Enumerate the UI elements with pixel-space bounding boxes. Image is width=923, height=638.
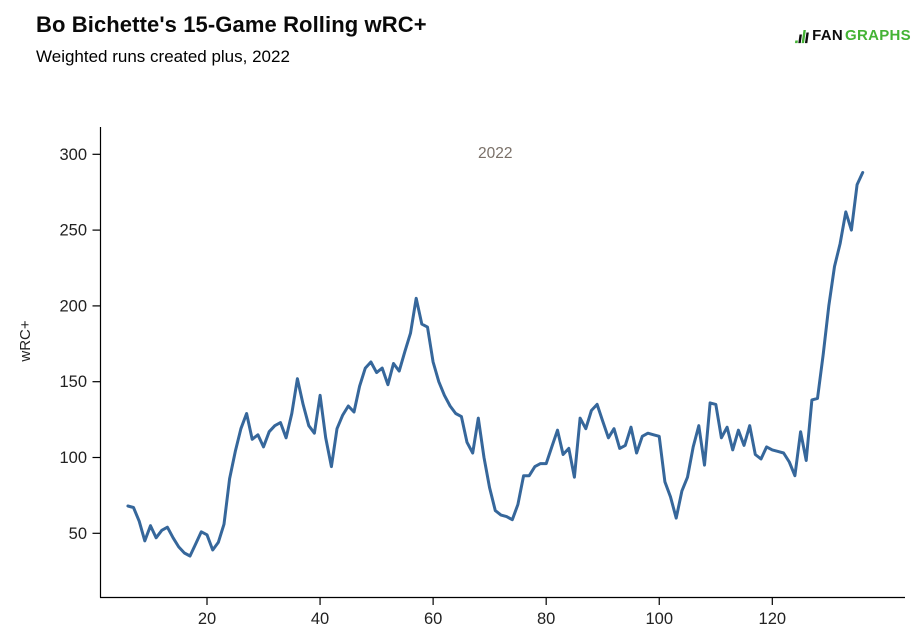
y-tick-label: 250 bbox=[59, 222, 87, 240]
fangraphs-logo-graphs: GRAPHS bbox=[845, 27, 911, 44]
fangraphs-logo: FAN GRAPHS bbox=[794, 27, 911, 44]
wrc-data-line bbox=[126, 171, 865, 558]
y-tick-label: 150 bbox=[59, 373, 87, 391]
y-tick-label: 50 bbox=[69, 525, 87, 543]
x-tick-label: 120 bbox=[759, 610, 787, 628]
y-tick-label: 200 bbox=[59, 297, 87, 315]
x-tick-label: 20 bbox=[198, 610, 216, 628]
y-tick-label: 100 bbox=[59, 449, 87, 467]
x-tick-label: 100 bbox=[645, 610, 673, 628]
x-tick-label: 80 bbox=[537, 610, 555, 628]
y-axis-title: wRC+ bbox=[17, 320, 34, 362]
series-year-label: 2022 bbox=[478, 145, 512, 162]
chart-title: Bo Bichette's 15-Game Rolling wRC+ bbox=[36, 12, 427, 37]
chart-subtitle: Weighted runs created plus, 2022 bbox=[36, 47, 290, 66]
x-tick-label: 60 bbox=[424, 610, 442, 628]
x-tick-label: 40 bbox=[311, 610, 329, 628]
fangraphs-logo-icon bbox=[795, 30, 809, 44]
fangraphs-logo-fan: FAN bbox=[812, 27, 844, 44]
y-tick-label: 300 bbox=[59, 146, 87, 164]
